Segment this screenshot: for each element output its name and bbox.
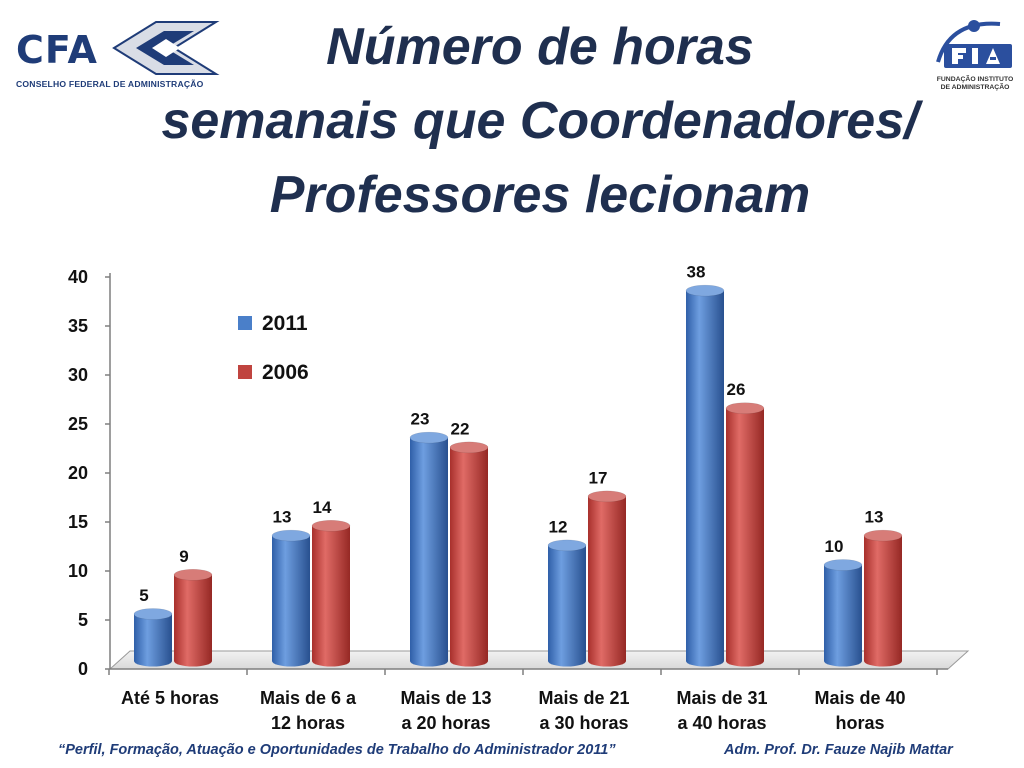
y-tick-label: 0 (78, 659, 88, 679)
bar-series-2 (312, 525, 350, 667)
cfa-logo-text: CFA (16, 28, 98, 72)
y-tick-label: 5 (78, 610, 88, 630)
fia-logo-subtitle-line1: FUNDAÇÃO INSTITUTO (936, 76, 1014, 83)
y-tick-label: 25 (68, 414, 88, 434)
x-category-label: Mais de 31 (676, 688, 767, 708)
data-label: 17 (589, 468, 608, 487)
legend-swatch (238, 316, 252, 330)
page-title-line-1: Número de horas (326, 18, 754, 76)
bar-top-cap (823, 559, 863, 571)
data-label: 5 (139, 586, 148, 605)
x-category-label: Até 5 horas (121, 688, 219, 708)
data-label: 23 (411, 410, 430, 429)
bar-top-cap (863, 529, 903, 542)
bar-top-cap (133, 608, 173, 620)
bar-top-cap (173, 569, 213, 581)
fia-logo: FUNDAÇÃO INSTITUTO DE ADMINISTRAÇÃO (930, 14, 1020, 98)
bar-series-1 (134, 614, 172, 667)
data-label: 26 (727, 380, 746, 399)
bar-series-1 (410, 437, 448, 667)
cfa-emblem-icon: ISO 9001 (112, 21, 224, 75)
page-title-line-2: semanais que Coordenadores/ (161, 92, 919, 150)
x-category-label: Mais de 13 (400, 688, 491, 708)
y-tick-label: 40 (68, 267, 88, 287)
x-category-label: horas (835, 713, 884, 733)
x-category-label: 12 horas (271, 713, 345, 733)
y-tick-label: 35 (68, 316, 88, 336)
legend-label: 2006 (262, 361, 309, 384)
cfa-logo-subtitle: CONSELHO FEDERAL DE ADMINISTRAÇÃO (16, 79, 204, 89)
x-category-label: a 20 horas (401, 713, 490, 733)
data-label: 12 (549, 517, 568, 536)
bar-series-1 (824, 565, 862, 667)
bar-top-cap (547, 539, 587, 552)
bar-chart-svg: 0 5 10 15 20 25 30 35 40 5 9 Até 5 horas 13 14 Mais d… (68, 263, 970, 733)
data-label: 13 (865, 508, 884, 527)
data-label: 9 (179, 547, 188, 566)
y-tick-label: 10 (68, 561, 88, 581)
bar-series-2 (588, 496, 626, 667)
bar-top-cap (725, 402, 765, 414)
bar-top-cap (685, 284, 725, 297)
x-category-label: a 40 horas (677, 713, 766, 733)
bar-top-cap (311, 520, 351, 532)
fia-logo-icon (936, 20, 1012, 68)
data-label: 10 (825, 537, 844, 556)
x-category-label: Mais de 6 a (260, 688, 357, 708)
data-label: 13 (273, 508, 292, 527)
bar-series-2 (174, 574, 212, 667)
data-label: 14 (313, 498, 332, 517)
bar-series-1 (686, 290, 724, 667)
bar-top-cap (271, 529, 311, 542)
footer-source: “Perfil, Formação, Atuação e Oportunidad… (58, 742, 616, 758)
bar-series-2 (726, 408, 764, 667)
bar-series-1 (272, 535, 310, 667)
bar-series-1 (548, 545, 586, 667)
legend-label: 2011 (262, 312, 308, 335)
bar-top-cap (409, 431, 449, 444)
data-label: 38 (687, 263, 706, 282)
bar-series-2 (864, 535, 902, 667)
data-label: 22 (451, 419, 470, 438)
bar-series-2 (450, 447, 488, 667)
y-tick-label: 20 (68, 463, 88, 483)
legend-swatch (238, 365, 252, 379)
cfa-logo: CFA ISO 9001 CONSELHO FEDERAL DE ADMINIS… (12, 18, 224, 92)
fia-logo-subtitle-line2: DE ADMINISTRAÇÃO (940, 84, 1010, 91)
page-title-line-3: Professores lecionam (269, 166, 811, 224)
x-category-label: a 30 horas (539, 713, 628, 733)
y-tick-label: 30 (68, 365, 88, 385)
y-tick-label: 15 (68, 512, 88, 532)
x-category-label: Mais de 40 (814, 688, 905, 708)
bar-chart: 0 5 10 15 20 25 30 35 40 5 9 Até 5 horas 13 14 Mais d… (0, 250, 1024, 740)
bar-top-cap (587, 490, 627, 503)
footer-author: Adm. Prof. Dr. Fauze Najib Mattar (724, 742, 953, 758)
bar-top-cap (449, 441, 489, 454)
x-category-label: Mais de 21 (538, 688, 629, 708)
